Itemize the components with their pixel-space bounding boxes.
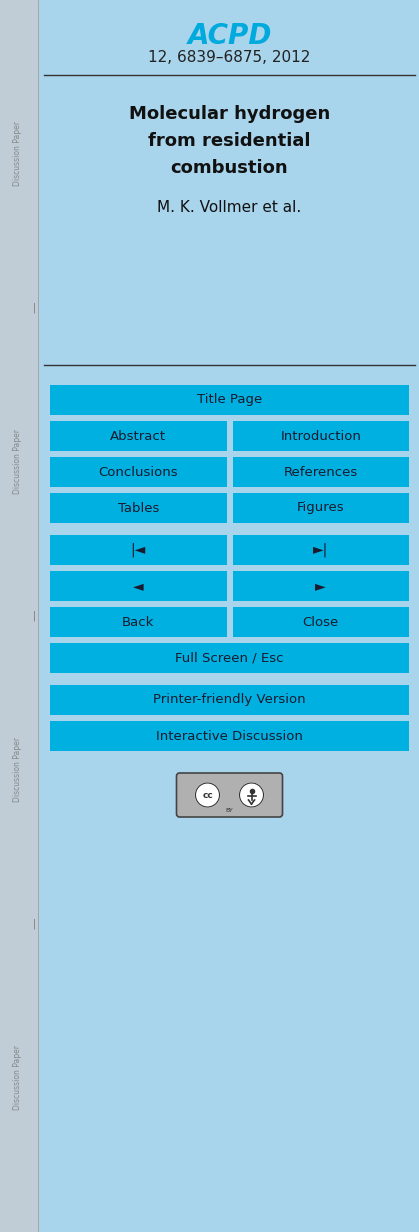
Text: ACPD: ACPD <box>187 22 272 51</box>
Text: Discussion Paper: Discussion Paper <box>13 122 23 186</box>
Bar <box>50 685 409 715</box>
Text: Abstract: Abstract <box>110 430 166 442</box>
Bar <box>50 607 227 637</box>
Text: ►: ► <box>316 579 326 593</box>
Text: Figures: Figures <box>297 501 344 515</box>
Text: |: | <box>33 919 36 929</box>
Bar <box>233 457 409 487</box>
Text: References: References <box>284 466 358 478</box>
Text: cc: cc <box>202 791 213 800</box>
Text: Printer-friendly Version: Printer-friendly Version <box>153 694 306 706</box>
Text: Full Screen / Esc: Full Screen / Esc <box>175 652 284 664</box>
Bar <box>233 570 409 601</box>
Bar <box>50 721 409 752</box>
Text: |◄: |◄ <box>131 543 146 557</box>
Text: Molecular hydrogen: Molecular hydrogen <box>129 105 330 123</box>
Text: Conclusions: Conclusions <box>98 466 178 478</box>
Text: Close: Close <box>303 616 339 628</box>
Bar <box>0 0 38 1232</box>
Circle shape <box>240 784 264 807</box>
Bar <box>50 493 227 524</box>
Text: BY: BY <box>225 807 233 812</box>
Text: |: | <box>33 611 36 621</box>
Bar <box>233 535 409 565</box>
Text: Back: Back <box>122 616 155 628</box>
Text: M. K. Vollmer et al.: M. K. Vollmer et al. <box>158 200 302 216</box>
Bar <box>50 643 409 673</box>
Circle shape <box>196 784 220 807</box>
Bar <box>233 607 409 637</box>
Text: Introduction: Introduction <box>280 430 361 442</box>
Bar <box>50 421 227 451</box>
Text: Discussion Paper: Discussion Paper <box>13 1046 23 1110</box>
Text: Title Page: Title Page <box>197 393 262 407</box>
Text: Discussion Paper: Discussion Paper <box>13 430 23 494</box>
Bar <box>233 493 409 524</box>
Text: combustion: combustion <box>171 159 288 177</box>
Text: ►|: ►| <box>313 543 328 557</box>
Bar <box>233 421 409 451</box>
Bar <box>50 457 227 487</box>
Bar <box>50 570 227 601</box>
Text: ◄: ◄ <box>133 579 144 593</box>
Text: from residential: from residential <box>148 132 311 150</box>
Bar <box>50 535 227 565</box>
Text: Tables: Tables <box>118 501 159 515</box>
Text: 12, 6839–6875, 2012: 12, 6839–6875, 2012 <box>148 51 310 65</box>
Text: Discussion Paper: Discussion Paper <box>13 738 23 802</box>
FancyBboxPatch shape <box>176 772 282 817</box>
Text: |: | <box>33 303 36 313</box>
Text: Interactive Discussion: Interactive Discussion <box>156 729 303 743</box>
Bar <box>50 384 409 415</box>
